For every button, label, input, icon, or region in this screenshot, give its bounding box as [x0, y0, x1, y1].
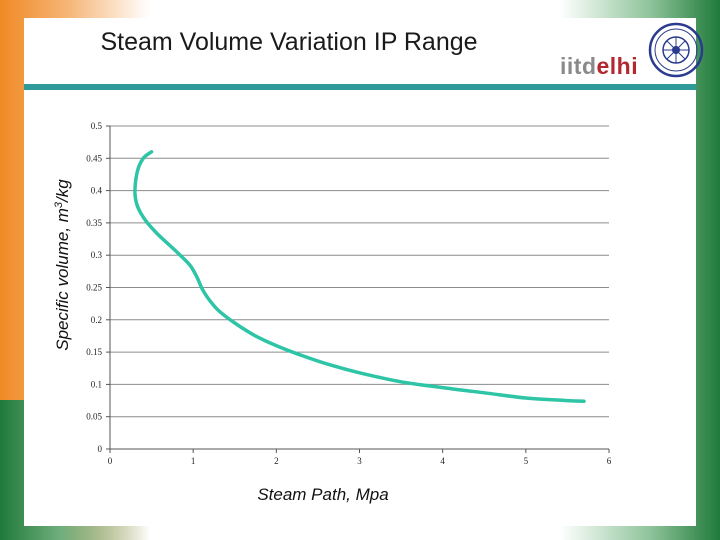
title-divider-bar	[24, 84, 696, 90]
y-tick-label: 0.5	[91, 121, 103, 131]
chart-series	[133, 150, 586, 403]
logo-wordmark: iitdelhi	[560, 53, 638, 80]
x-tick-label: 3	[357, 456, 362, 466]
chart-tick-labels: 0 0.05 0.1 0.15 0.2 0.25 0.3 0.35 0.4 0.45 0.5 0 1 2 3…	[86, 121, 612, 466]
y-tick-label: 0	[98, 444, 103, 454]
logo-wordmark-prefix: iitd	[560, 53, 597, 79]
x-tick-label: 5	[524, 456, 529, 466]
slide-title: Steam Volume Variation IP Range	[100, 28, 478, 56]
x-tick-label: 0	[108, 456, 113, 466]
y-axis-title: Specific volume, m3/kg	[53, 179, 72, 351]
x-tick-label: 4	[440, 456, 445, 466]
iitd-seal-icon	[648, 22, 704, 78]
iitd-logo: iitdelhi	[560, 20, 710, 82]
y-tick-label: 0.35	[86, 218, 102, 228]
y-tick-label: 0.05	[86, 412, 102, 422]
x-tick-label: 2	[274, 456, 279, 466]
slide-canvas	[24, 18, 696, 526]
x-tick-label: 1	[191, 456, 196, 466]
x-tick-label: 6	[607, 456, 612, 466]
y-tick-label: 0.1	[91, 379, 102, 389]
logo-wordmark-suffix: elhi	[596, 53, 639, 79]
y-tick-label: 0.25	[86, 283, 102, 293]
y-tick-label: 0.45	[86, 153, 102, 163]
chart-gridlines	[110, 125, 609, 418]
y-tick-label: 0.2	[91, 315, 102, 325]
y-tick-label: 0.4	[91, 186, 103, 196]
chart-axes	[106, 125, 610, 453]
y-tick-label: 0.15	[86, 347, 102, 357]
y-tick-label: 0.3	[91, 250, 103, 260]
series-line	[133, 150, 586, 403]
x-axis-title: Steam Path, Mpa	[257, 485, 388, 504]
